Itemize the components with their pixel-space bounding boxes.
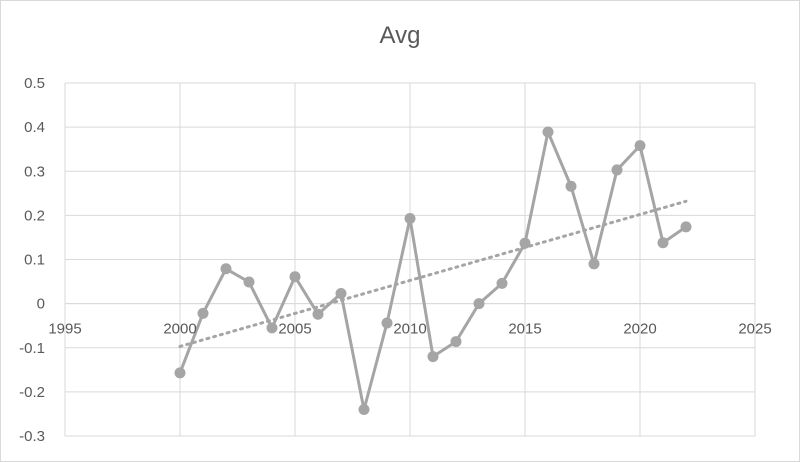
data-point [680, 221, 692, 233]
data-point [588, 258, 600, 270]
series-group [174, 126, 692, 416]
y-tick-label: 0.4 [24, 119, 45, 136]
x-tick-label: 2005 [278, 321, 311, 338]
y-tick-labels: -0.3 -0.2 -0.1 0 0.1 0.2 0.3 0.4 0.5 [19, 75, 45, 445]
data-point [450, 336, 462, 348]
data-point [220, 263, 232, 275]
y-tick-label: -0.2 [19, 384, 45, 401]
y-tick-label: 0.5 [24, 75, 45, 92]
trendline-group [178, 199, 688, 348]
x-tick-label: 2025 [738, 321, 771, 338]
y-tick-label: 0 [37, 296, 45, 313]
y-tick-label: -0.1 [19, 340, 45, 357]
data-point [542, 126, 554, 138]
series-line [178, 130, 687, 412]
data-point [381, 317, 393, 329]
x-tick-labels: 1995 2000 2005 2010 2015 2020 2025 [48, 321, 771, 338]
data-point [565, 180, 577, 192]
data-point [519, 237, 531, 249]
data-point [266, 322, 278, 334]
chart-title: Avg [379, 22, 421, 49]
data-point [289, 271, 301, 283]
data-point [473, 298, 485, 310]
y-tick-label: 0.1 [24, 252, 45, 269]
data-point [335, 287, 347, 299]
data-point [611, 164, 623, 176]
data-point [174, 367, 186, 379]
data-point [634, 140, 646, 152]
x-tick-label: 1995 [48, 321, 81, 338]
y-tick-label: 0.2 [24, 207, 45, 224]
y-tick-label: -0.3 [19, 428, 45, 445]
data-point [496, 277, 508, 289]
data-point [197, 307, 209, 319]
x-tick-label: 2010 [393, 321, 426, 338]
x-tick-label: 2020 [623, 321, 656, 338]
trendline [178, 199, 688, 348]
x-tick-label: 2000 [163, 321, 196, 338]
y-tick-label: 0.3 [24, 163, 45, 180]
data-point [358, 404, 370, 416]
data-point [657, 237, 669, 249]
data-point [427, 351, 439, 363]
data-point [312, 308, 324, 320]
data-point [404, 212, 416, 224]
data-point [243, 276, 255, 288]
x-tick-label: 2015 [508, 321, 541, 338]
